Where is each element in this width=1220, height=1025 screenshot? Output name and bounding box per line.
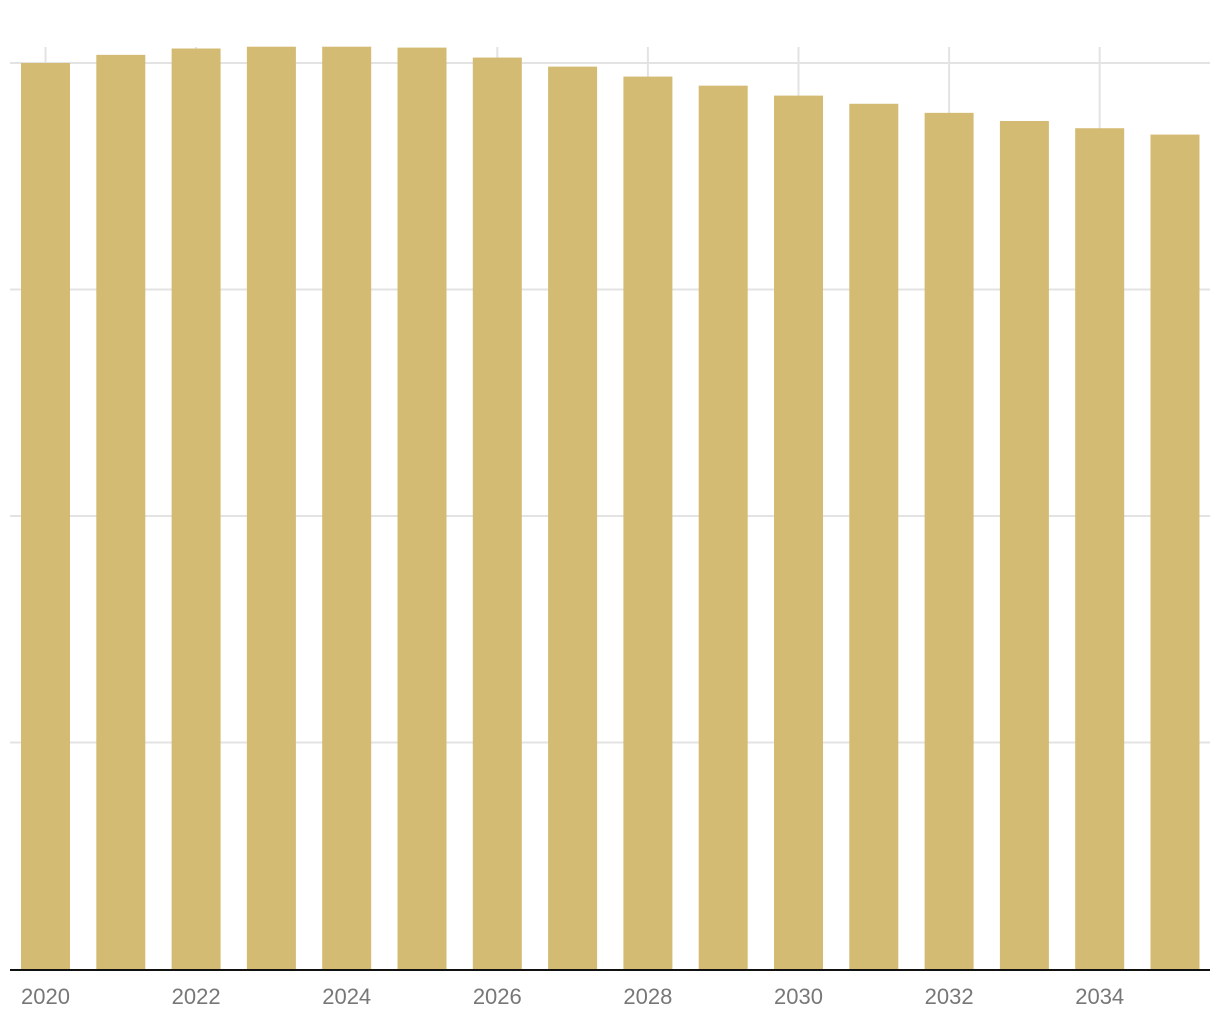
bar-2030 — [774, 95, 823, 970]
bar-2026 — [472, 57, 522, 969]
bar-2023 — [246, 46, 296, 969]
bar-series — [21, 46, 1200, 970]
bar-2029 — [698, 85, 748, 969]
x-tick-label: 2020 — [21, 984, 70, 1009]
bar-2035 — [1150, 134, 1200, 970]
x-tick-label: 2028 — [623, 984, 672, 1009]
x-tick-label: 2026 — [473, 984, 522, 1009]
bar-2022 — [171, 48, 221, 969]
bar-2034 — [1075, 128, 1125, 969]
bar-2021 — [96, 54, 146, 969]
bar-2032 — [924, 112, 974, 969]
bar-2033 — [999, 120, 1049, 969]
bar-2028 — [623, 76, 673, 970]
bar-2027 — [548, 66, 598, 969]
x-tick-label: 2034 — [1075, 984, 1124, 1009]
x-tick-label: 2030 — [774, 984, 823, 1009]
bar-2024 — [322, 46, 372, 969]
x-axis-tick-labels: 2020 2022 2024 2026 2028 2030 2032 2034 — [21, 984, 1124, 1009]
x-tick-label: 2022 — [172, 984, 221, 1009]
bar-2031 — [849, 103, 899, 969]
x-tick-label: 2032 — [925, 984, 974, 1009]
x-tick-label: 2024 — [322, 984, 371, 1009]
bar-2020 — [21, 63, 70, 969]
bar-2025 — [397, 47, 447, 969]
